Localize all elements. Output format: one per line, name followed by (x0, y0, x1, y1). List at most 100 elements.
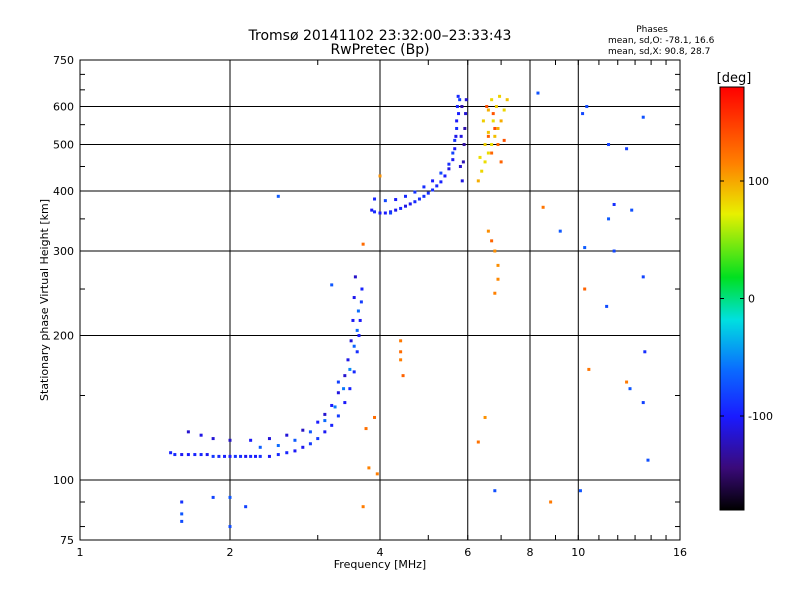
phase-stats-x: mean, sd,X: 90.8, 28.7 (608, 47, 710, 57)
data-point (625, 380, 629, 384)
data-point (373, 415, 377, 419)
data-point (493, 489, 497, 493)
data-point (293, 449, 297, 453)
data-point (490, 151, 494, 155)
data-point (211, 454, 215, 458)
data-point (403, 194, 407, 198)
data-point (630, 208, 634, 212)
data-point (486, 151, 490, 155)
data-point (228, 495, 232, 499)
data-point (499, 119, 503, 123)
data-point (244, 454, 248, 458)
data-point (352, 344, 356, 348)
data-point (349, 339, 353, 343)
y-axis-label: Stationary phase Virtual Height [km] (38, 199, 51, 401)
data-point (480, 169, 484, 173)
data-point (494, 105, 498, 109)
axis-ticks: 1 2 4 6 8 10 16 75 100 200 300 400 500 600 750 (53, 54, 687, 559)
data-point (228, 525, 232, 529)
data-point (499, 160, 503, 164)
y-tick-label: 600 (53, 101, 74, 114)
data-point (258, 445, 262, 449)
data-point (549, 500, 553, 504)
data-point (422, 185, 426, 189)
data-point (352, 370, 356, 374)
data-point (316, 420, 320, 424)
data-point (348, 387, 352, 391)
data-point (460, 179, 464, 183)
colorbar-ticks: 100 0 -100 (720, 175, 773, 423)
data-point (458, 98, 462, 102)
data-point (360, 287, 364, 291)
data-point (413, 200, 417, 204)
x-tick-label: 10 (571, 546, 585, 559)
data-point (607, 217, 611, 221)
data-point (308, 442, 312, 446)
data-point (186, 430, 190, 434)
data-point (199, 433, 203, 437)
data-point (301, 428, 305, 432)
data-point (217, 454, 221, 458)
chart-subtitle: RwPretec (Bp) (330, 42, 429, 58)
data-point (239, 454, 243, 458)
data-point (464, 112, 468, 116)
data-point (417, 197, 421, 201)
y-tick-label: 300 (53, 245, 74, 258)
x-tick-label: 4 (377, 546, 384, 559)
data-point (359, 300, 363, 304)
data-point (453, 147, 457, 151)
data-point (612, 249, 616, 253)
data-point (367, 466, 371, 470)
data-point (486, 130, 490, 134)
data-point (370, 208, 374, 212)
data-point (481, 119, 485, 123)
data-point (276, 194, 280, 198)
data-point (451, 151, 455, 155)
data-point (180, 453, 184, 457)
data-point (378, 211, 382, 215)
data-point (447, 167, 451, 171)
data-point (536, 91, 540, 95)
data-point (496, 126, 500, 130)
x-tick-label: 2 (227, 546, 234, 559)
data-point (583, 287, 587, 291)
data-point (352, 296, 356, 300)
y-tick-label: 400 (53, 185, 74, 198)
data-point (558, 229, 562, 233)
x-tick-label: 8 (527, 546, 534, 559)
data-point (399, 350, 403, 354)
data-point (541, 205, 545, 209)
data-point (293, 438, 297, 442)
data-point (336, 391, 340, 395)
data-point (641, 275, 645, 279)
data-point (361, 242, 365, 246)
data-point (456, 94, 460, 98)
data-point (258, 454, 262, 458)
data-point (342, 387, 346, 391)
data-point (249, 438, 253, 442)
data-point (486, 108, 490, 112)
data-points (169, 91, 650, 529)
data-point (180, 512, 184, 516)
data-point (285, 433, 289, 437)
data-point (496, 263, 500, 267)
data-point (364, 427, 368, 431)
data-point (641, 115, 645, 119)
y-tick-label: 500 (53, 139, 74, 152)
data-point (491, 112, 495, 116)
y-tick-label: 200 (53, 330, 74, 343)
data-point (373, 197, 377, 201)
data-point (496, 277, 500, 281)
data-point (333, 405, 337, 409)
data-point (490, 239, 494, 243)
data-point (228, 454, 232, 458)
data-point (375, 472, 379, 476)
data-point (643, 350, 647, 354)
data-point (483, 143, 487, 147)
data-point (413, 190, 417, 194)
data-point (355, 350, 359, 354)
data-point (460, 105, 464, 109)
data-point (211, 437, 215, 441)
data-point (583, 246, 587, 250)
data-point (485, 105, 489, 109)
